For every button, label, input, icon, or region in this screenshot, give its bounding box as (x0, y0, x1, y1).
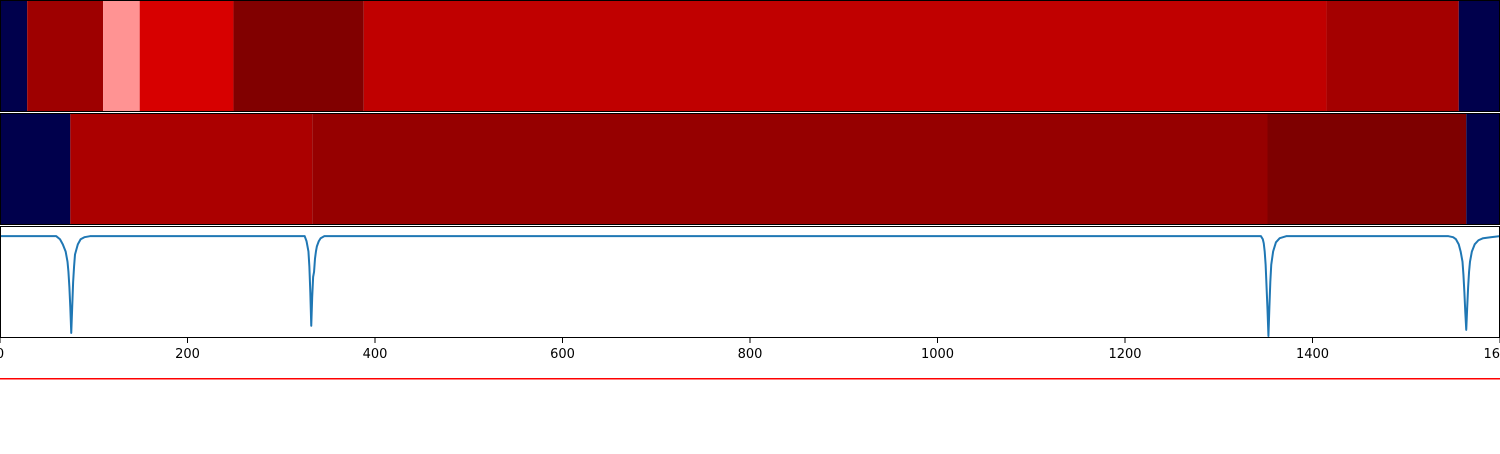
signal-series-line-0 (0, 235, 1500, 337)
x-tick-label-1200: 1200 (1108, 347, 1141, 362)
segment-strip-2 (0, 113, 1500, 225)
segment-2-2 (312, 113, 1268, 225)
x-tick-label-0: 0 (0, 347, 4, 362)
segment-1-6 (1326, 0, 1459, 112)
x-tick-label-1400: 1400 (1296, 347, 1329, 362)
segment-1-2 (103, 0, 140, 112)
segment-1-1 (27, 0, 104, 112)
segment-2-4 (1466, 113, 1500, 225)
segment-strip-1 (0, 0, 1500, 112)
segment-2-3 (1267, 113, 1467, 225)
x-tick-label-1600: 1600 (1483, 347, 1500, 362)
segment-1-4 (233, 0, 364, 112)
segment-1-5 (363, 0, 1327, 112)
segment-1-3 (139, 0, 234, 112)
segment-2-0 (0, 113, 71, 225)
x-tick-label-800: 800 (738, 347, 763, 362)
segment-1-0 (0, 0, 28, 112)
x-tick-label-1000: 1000 (921, 347, 954, 362)
x-tick-label-200: 200 (175, 347, 200, 362)
segment-1-7 (1458, 0, 1500, 112)
segment-2-1 (70, 113, 313, 225)
signal-panel (0, 235, 1500, 380)
x-tick-label-600: 600 (550, 347, 575, 362)
x-axis: 0 200 400 600 800 1000 1200 1400 1600 (0, 338, 1500, 362)
x-tick-label-400: 400 (363, 347, 388, 362)
